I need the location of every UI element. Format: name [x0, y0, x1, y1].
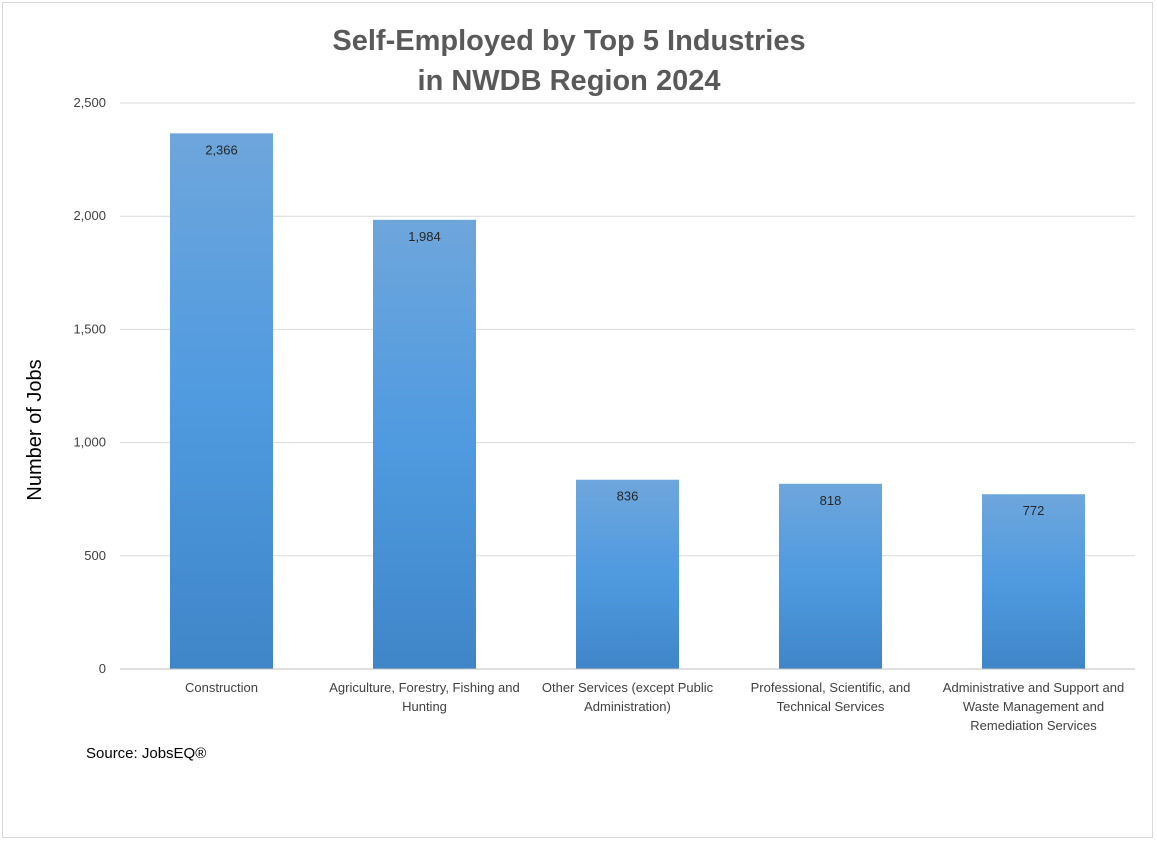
- y-axis-label: Number of Jobs: [24, 359, 46, 500]
- y-tick-label: 2,000: [73, 208, 106, 223]
- chart-title-line-1: Self-Employed by Top 5 Industries: [332, 25, 805, 57]
- bar: [779, 483, 882, 669]
- y-tick-label: 1,000: [73, 435, 106, 450]
- x-category-label: Administrative and Support and: [943, 680, 1124, 695]
- data-label: 2,366: [205, 142, 238, 157]
- data-label: 818: [820, 493, 842, 508]
- bar: [373, 219, 476, 670]
- x-category-label: Hunting: [402, 699, 447, 714]
- bar: [576, 479, 679, 669]
- chart-title-line-2: in NWDB Region 2024: [418, 65, 721, 97]
- gridlines: [120, 102, 1135, 557]
- source-note: Source: JobsEQ®: [86, 745, 206, 762]
- x-category-label: Professional, Scientific, and: [751, 680, 911, 695]
- data-label: 1,984: [408, 229, 441, 244]
- x-category-label: Other Services (except Public: [542, 680, 714, 695]
- x-category-label: Agriculture, Forestry, Fishing and: [329, 680, 520, 695]
- x-category-label: Construction: [185, 680, 258, 695]
- y-tick-label: 1,500: [73, 321, 106, 336]
- y-tick-label: 2,500: [73, 95, 106, 110]
- data-label: 772: [1023, 503, 1045, 518]
- x-axis-categories: Construction Agriculture, Forestry, Fishi…: [185, 680, 1124, 733]
- x-category-label: Waste Management and: [963, 699, 1104, 714]
- bar: [170, 133, 273, 670]
- x-category-label: Remediation Services: [970, 718, 1097, 733]
- bars: [170, 133, 1085, 670]
- x-category-label: Technical Services: [777, 699, 885, 714]
- data-labels: 2,366 1,984 836 818 772: [205, 142, 1044, 518]
- y-axis-ticks: 0 500 1,000 1,500 2,000 2,500: [73, 95, 106, 676]
- y-tick-label: 0: [99, 661, 106, 676]
- y-tick-label: 500: [84, 548, 106, 563]
- bar: [982, 494, 1085, 669]
- data-label: 836: [617, 489, 639, 504]
- x-category-label: Administration): [584, 699, 671, 714]
